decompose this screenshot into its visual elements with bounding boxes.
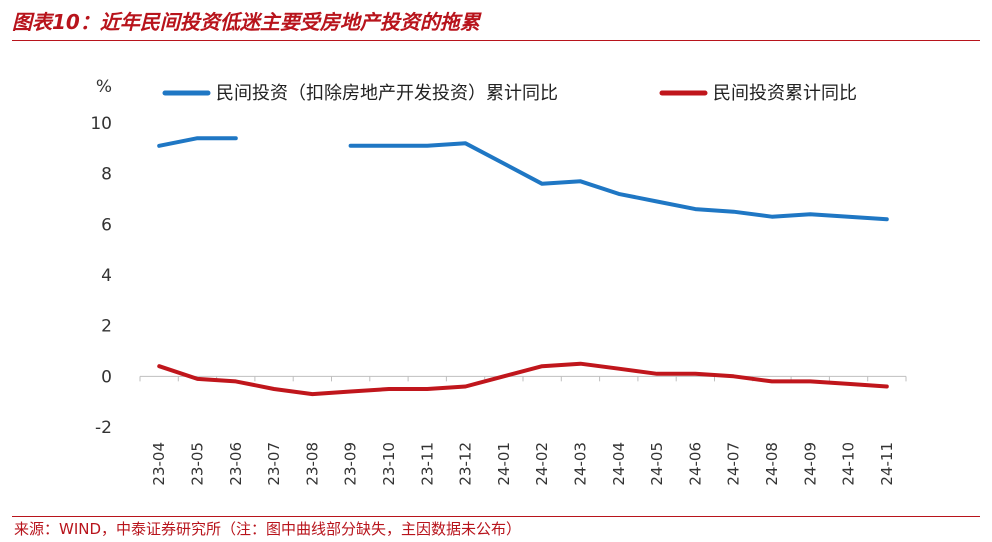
- y-tick-label: 2: [101, 317, 112, 337]
- y-tick-label: 6: [101, 215, 112, 235]
- source-divider: [12, 516, 980, 517]
- y-tick-label: 0: [101, 367, 112, 387]
- title-divider: [12, 40, 980, 41]
- series-line-1: [157, 136, 889, 222]
- y-tick-label: 8: [101, 165, 112, 185]
- x-tick-label: 23-08: [303, 442, 321, 486]
- x-axis-ticks: [139, 376, 907, 382]
- x-tick-label: 24-10: [840, 442, 858, 486]
- y-tick-label: 4: [101, 266, 112, 286]
- x-tick-label: 23-10: [380, 442, 398, 486]
- legend: 民间投资（扣除房地产开发投资）累计同比 民间投资累计同比: [162, 83, 857, 104]
- x-tick-label: 23-07: [265, 442, 283, 486]
- chart-title: 图表10：近年民间投资低迷主要受房地产投资的拖累: [12, 10, 480, 34]
- x-tick-label: 24-09: [801, 442, 819, 486]
- y-tick-label: 10: [90, 114, 112, 134]
- x-tick-label: 23-06: [227, 442, 245, 486]
- series-line-2: [157, 361, 889, 397]
- legend-label-1: 民间投资（扣除房地产开发投资）累计同比: [216, 83, 558, 104]
- x-axis-labels: 23-04 23-05 23-06 23-07 23-08 23-09 23-10 23-11…: [150, 442, 896, 486]
- x-tick-label: 24-06: [686, 442, 704, 486]
- x-tick-label: 23-04: [150, 442, 168, 486]
- y-axis-labels: -2 0 2 4 6 8 10: [90, 114, 112, 438]
- legend-label-2: 民间投资累计同比: [713, 83, 857, 104]
- x-tick-label: 24-07: [725, 442, 743, 486]
- x-tick-label: 23-05: [188, 442, 206, 486]
- y-unit-label: %: [96, 77, 112, 97]
- x-tick-label: 24-08: [763, 442, 781, 486]
- x-tick-label: 24-11: [878, 442, 896, 486]
- x-tick-label: 23-12: [457, 442, 475, 486]
- x-tick-label: 24-03: [571, 442, 589, 486]
- source-note: 来源：WIND，中泰证券研究所（注：图中曲线部分缺失，主因数据未公布）: [14, 520, 522, 538]
- x-tick-label: 23-09: [342, 442, 360, 486]
- y-tick-label: -2: [95, 418, 112, 438]
- series-lines: [157, 136, 889, 397]
- x-tick-label: 24-05: [648, 442, 666, 486]
- x-tick-label: 24-02: [533, 442, 551, 486]
- x-tick-label: 24-04: [610, 442, 628, 486]
- x-tick-label: 23-11: [418, 442, 436, 486]
- x-tick-label: 24-01: [495, 442, 513, 486]
